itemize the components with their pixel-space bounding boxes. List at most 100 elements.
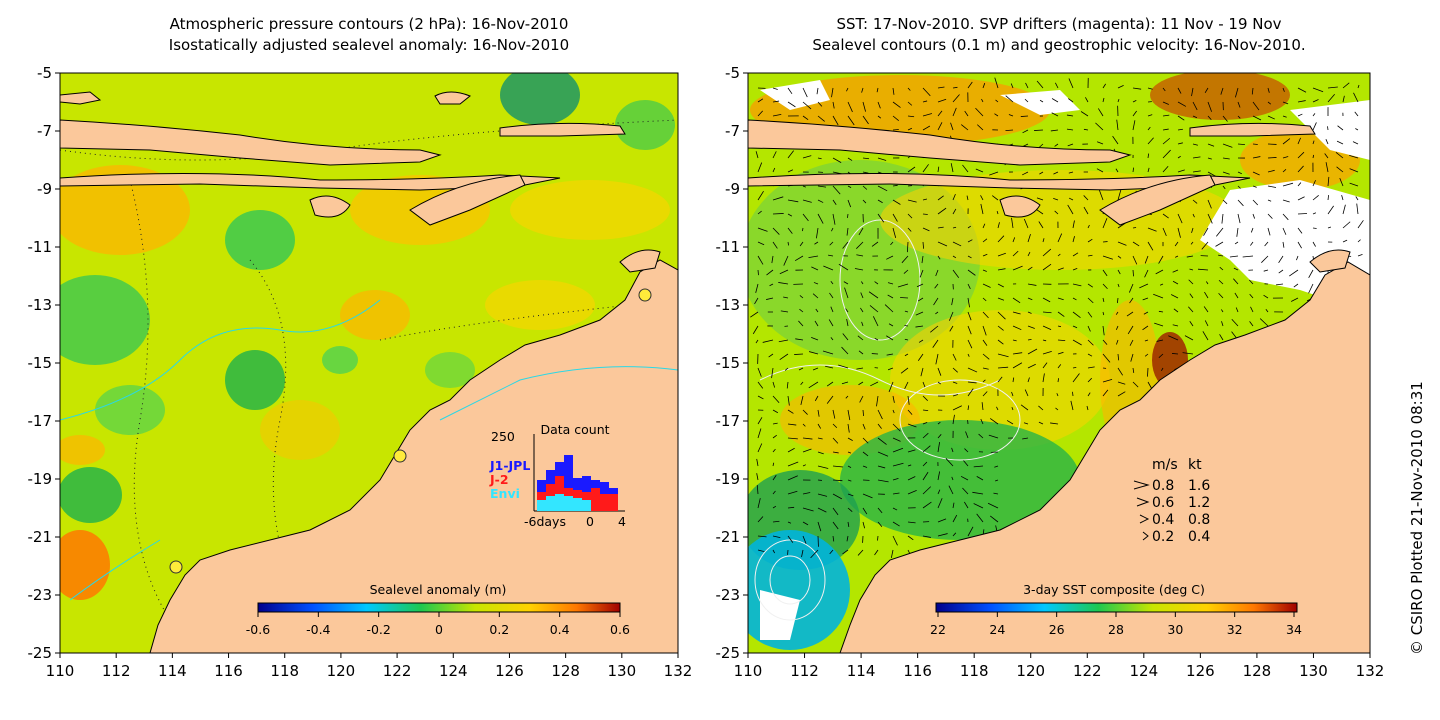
left-colorbar: Sealevel anomaly (m) -0.6 -0.4 -0.2 0 0.2 0.4… [246, 582, 630, 637]
velocity-legend-kt: 0.4 [1188, 529, 1210, 545]
right-colorbar-gradient [935, 602, 1298, 613]
lat-tick-label: -11 [716, 238, 741, 256]
lon-tick-label: 112 [790, 662, 819, 680]
credit-text: © CSIRO Plotted 21-Nov-2010 08:31 [1408, 381, 1426, 655]
lon-tick-label: 120 [327, 662, 356, 680]
legend-j2: J-2 [489, 472, 509, 487]
lat-tick-label: -13 [28, 296, 53, 314]
lat-tick-label: -13 [716, 296, 741, 314]
left-anomaly-field [60, 73, 675, 600]
left-title-line1: Atmospheric pressure contours (2 hPa): 1… [169, 15, 569, 33]
lon-tick-label: 126 [1186, 662, 1215, 680]
lat-tick-label: -15 [28, 354, 53, 372]
lon-tick-label: 124 [1129, 662, 1158, 680]
sealevel-contours [754, 219, 1021, 621]
velocity-legend-arrow [1133, 480, 1150, 490]
lat-tick-label: -5 [37, 64, 52, 82]
colorbar-tick-label: 0.2 [489, 622, 509, 637]
tide-gauge-marker [393, 449, 407, 463]
velocity-legend-kt: 1.2 [1188, 495, 1210, 511]
colorbar-tick-label: -0.6 [246, 622, 270, 637]
colorbar-tick-label: 34 [1286, 622, 1302, 637]
lat-tick-label: -5 [725, 64, 740, 82]
left-map-axes: 110 112 114 116 118 120 122 124 126 128 130 132 -5 -7… [28, 64, 693, 680]
velocity-legend-ms: 0.4 [1152, 512, 1174, 528]
left-colorbar-gradient [257, 602, 621, 613]
right-map [748, 73, 1370, 653]
lat-tick-label: -9 [725, 180, 740, 198]
left-bathymetry [60, 299, 678, 601]
right-map-axes: 110 112 114 116 118 120 122 124 126 128 130 132 -5 -7… [716, 64, 1385, 680]
tide-gauge-marker [169, 560, 183, 574]
velocity-legend-arrow [1139, 514, 1150, 524]
velocity-legend-ms: 0.8 [1152, 478, 1174, 494]
legend-j1-jpl: J1-JPL [489, 458, 530, 473]
lon-tick-label: 118 [960, 662, 989, 680]
velocity-legend-arrow [1142, 531, 1149, 541]
colorbar-tick-label: 22 [930, 622, 946, 637]
lon-tick-label: 128 [1243, 662, 1272, 680]
lon-tick-label: 126 [495, 662, 524, 680]
colorbar-tick-label: 28 [1108, 622, 1124, 637]
lon-tick-label: 114 [158, 662, 187, 680]
lon-tick-label: 130 [607, 662, 636, 680]
velocity-legend-unit-kt: kt [1188, 457, 1202, 473]
legend-envi: Envi [490, 486, 520, 501]
velocity-legend-ms: 0.6 [1152, 495, 1174, 511]
lon-tick-label: 110 [46, 662, 75, 680]
lat-tick-label: -9 [37, 180, 52, 198]
left-colorbar-label: Sealevel anomaly (m) [370, 582, 507, 597]
lat-tick-label: -11 [28, 238, 53, 256]
left-title-line2: Isostatically adjusted sealevel anomaly:… [168, 36, 570, 54]
lon-tick-label: 116 [903, 662, 932, 680]
left-land [60, 91, 678, 653]
lat-tick-label: -23 [716, 586, 741, 604]
lat-tick-label: -19 [28, 470, 53, 488]
lon-tick-label: 122 [1073, 662, 1102, 680]
lon-tick-label: 114 [847, 662, 876, 680]
lat-tick-label: -23 [28, 586, 53, 604]
colorbar-tick-label: 0 [435, 622, 443, 637]
colorbar-tick-label: 24 [989, 622, 1005, 637]
data-count-x-end: 4 [618, 514, 626, 529]
lat-tick-label: -21 [28, 528, 53, 546]
velocity-legend: m/s kt 0.8 1.60.6 1.20.4 0.80.2 0.4 [1133, 457, 1210, 545]
right-colorbar: 3-day SST composite (deg C) 22 24 26 28 30 32… [930, 582, 1302, 637]
lon-tick-label: 110 [734, 662, 763, 680]
right-title-line2: Sealevel contours (0.1 m) and geostrophi… [812, 36, 1306, 54]
lon-tick-label: 132 [1356, 662, 1385, 680]
data-count-ymax: 250 [491, 429, 515, 444]
lon-tick-label: 128 [551, 662, 580, 680]
lon-tick-label: 116 [214, 662, 243, 680]
colorbar-tick-label: 26 [1049, 622, 1065, 637]
velocity-legend-arrow [1136, 497, 1150, 507]
lon-tick-label: 120 [1016, 662, 1045, 680]
lat-tick-label: -21 [716, 528, 741, 546]
lon-tick-label: 132 [664, 662, 693, 680]
lon-tick-label: 124 [439, 662, 468, 680]
lat-tick-label: -7 [37, 122, 52, 140]
lon-tick-label: 130 [1299, 662, 1328, 680]
data-count-x-zero: 0 [586, 514, 594, 529]
lat-tick-label: -17 [28, 412, 53, 430]
lat-tick-label: -15 [716, 354, 741, 372]
data-count-title: Data count [540, 422, 609, 437]
lat-tick-label: -7 [725, 122, 740, 140]
velocity-legend-kt: 1.6 [1188, 478, 1210, 494]
colorbar-tick-label: 32 [1227, 622, 1243, 637]
colorbar-tick-label: 0.4 [550, 622, 570, 637]
left-map-title: Atmospheric pressure contours (2 hPa): 1… [60, 14, 678, 56]
right-colorbar-label: 3-day SST composite (deg C) [1023, 582, 1205, 597]
data-count-inset: Data count 250 J1-JPL J-2 Envi [489, 422, 626, 529]
data-count-bars [537, 455, 618, 511]
data-count-x-start: -6days [524, 514, 566, 529]
right-map-title: SST: 17-Nov-2010. SVP drifters (magenta)… [748, 14, 1370, 56]
velocity-legend-unit-ms: m/s [1152, 457, 1178, 473]
left-map [60, 73, 678, 653]
lat-tick-label: -25 [716, 644, 741, 662]
lon-tick-label: 118 [270, 662, 299, 680]
lat-tick-label: -19 [716, 470, 741, 488]
lat-tick-label: -17 [716, 412, 741, 430]
colorbar-tick-label: -0.4 [306, 622, 330, 637]
